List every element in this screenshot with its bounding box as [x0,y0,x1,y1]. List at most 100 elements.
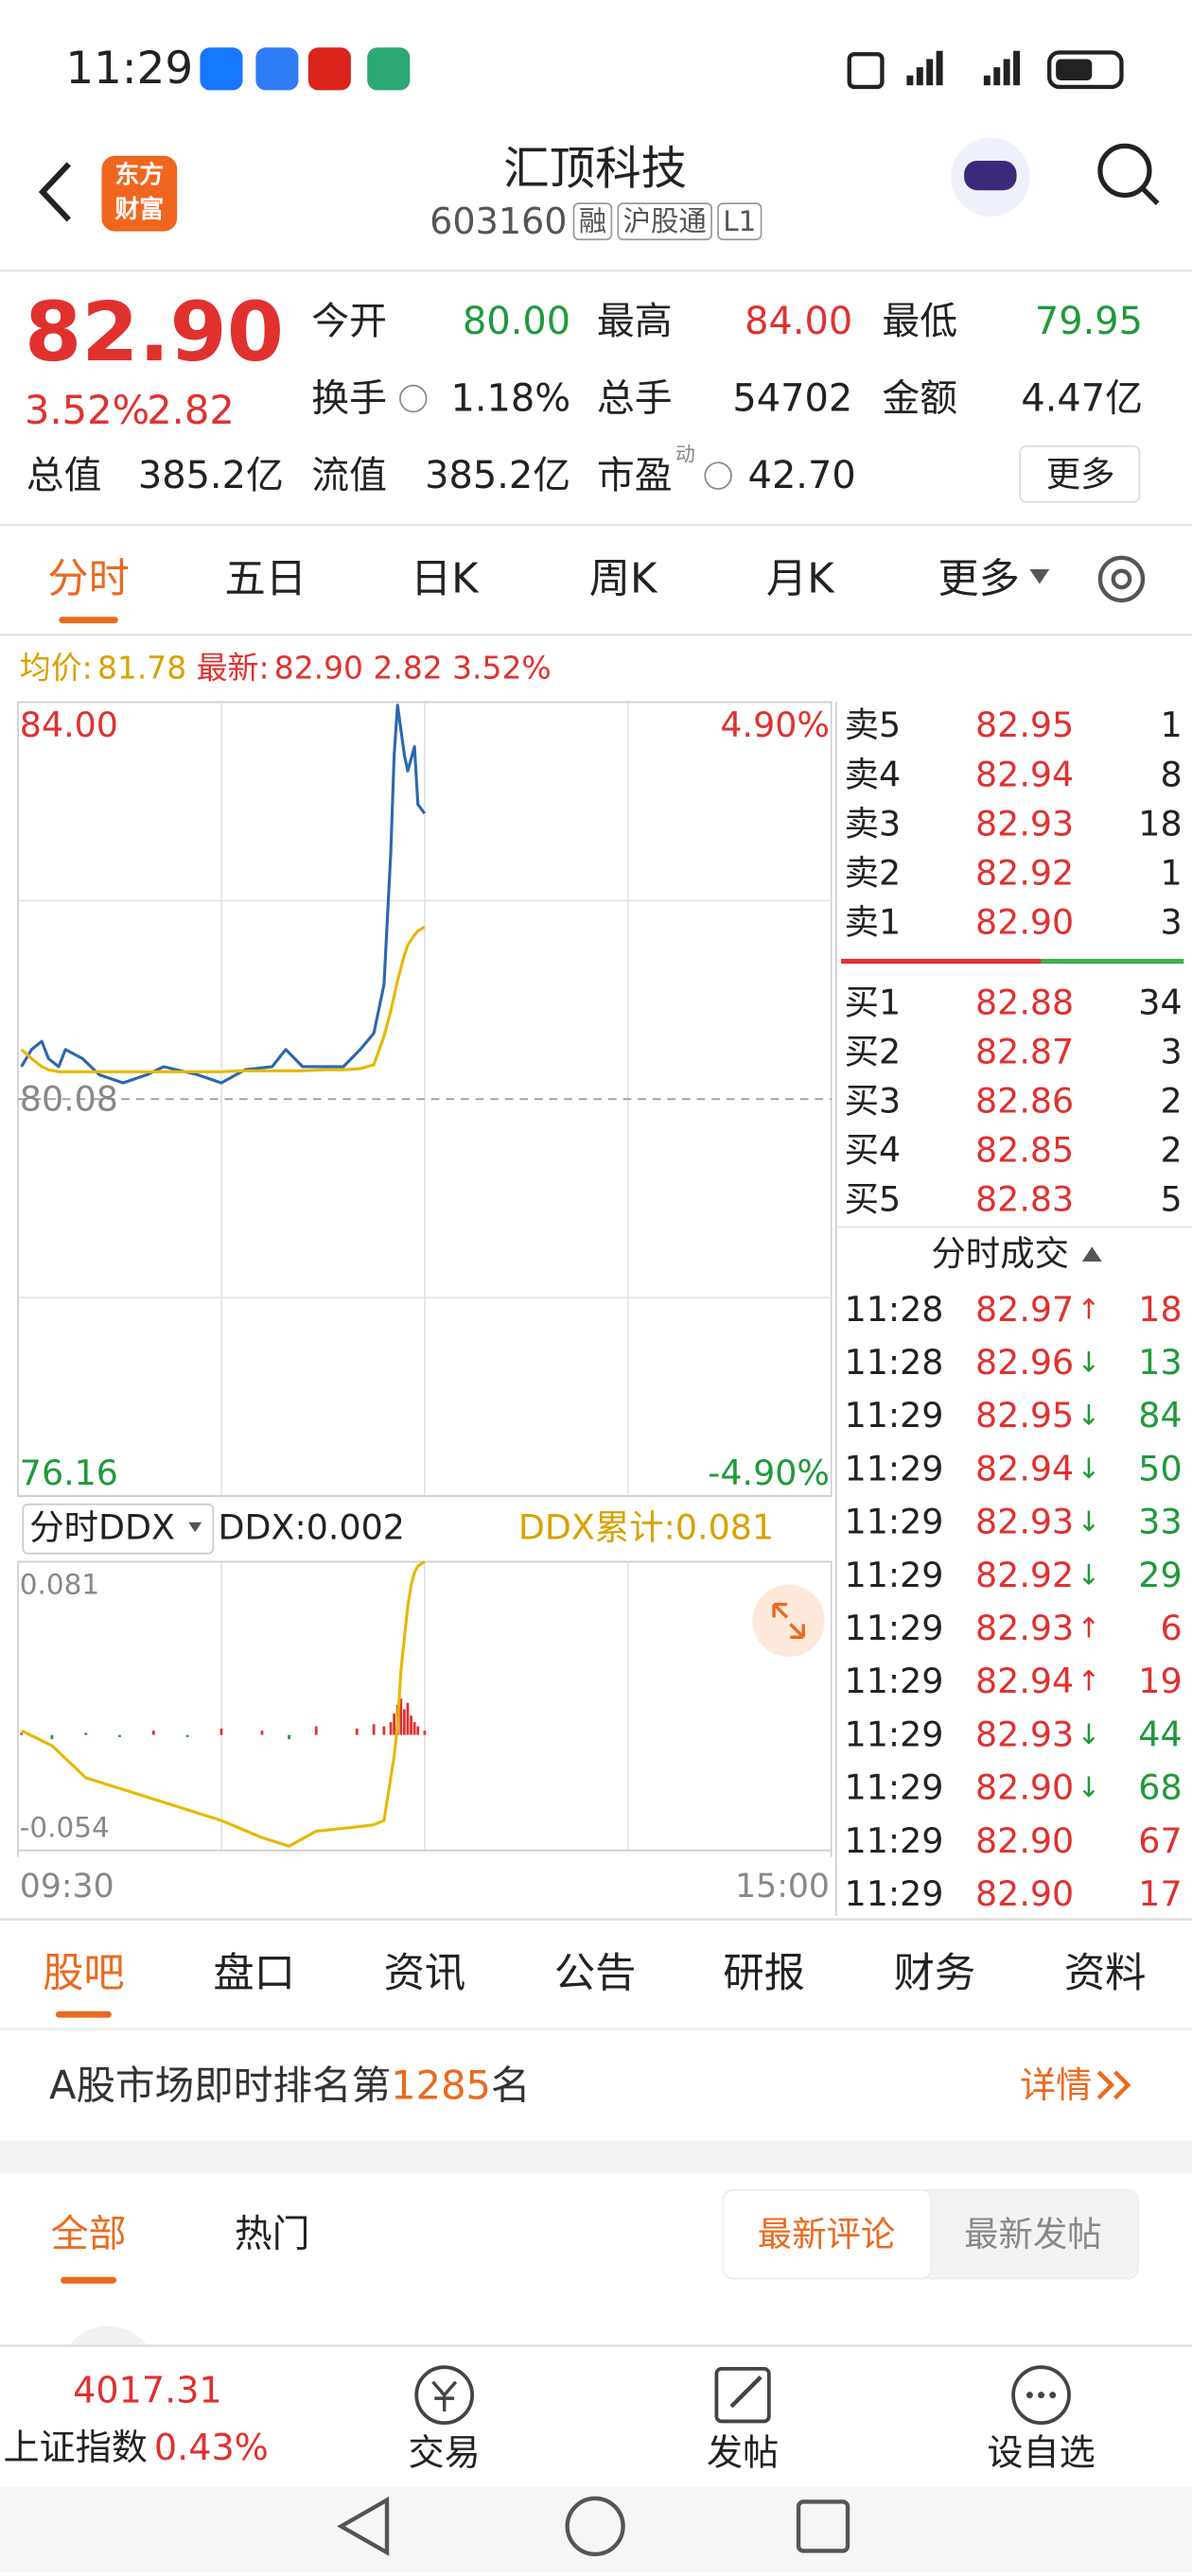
y2-tick-label: 4.90% [720,705,830,745]
y-tick-label: 80.08 [20,1079,118,1120]
tag-box [617,202,712,241]
trade-time: 11:28 [845,1342,944,1383]
trade-price: 82.90 [975,1767,1074,1808]
nav-bar [0,2486,1192,2572]
book-price: 82.83 [975,1179,1074,1220]
signal-bar [983,75,990,86]
y-tick-label: 0.081 [20,1569,99,1601]
quote-value: 1.18% [451,377,571,421]
trade-time: 11:29 [845,1767,944,1808]
ddx-bar [288,1734,290,1740]
ddx-bar [355,1728,359,1735]
quote-label: 总手 [597,377,673,421]
signal-bar [993,67,1001,86]
logo-text: 东方 [114,161,164,190]
section-tab[interactable]: 资料 [1064,1950,1147,1997]
ddx-bar [84,1732,88,1735]
yen-icon [431,2380,458,2411]
bottom-bar [0,2345,1192,2487]
book-label: 卖4 [845,754,902,794]
watch-dot [1049,2392,1057,2399]
trade-price: 82.95 [975,1395,1074,1436]
section-tab[interactable]: 盘口 [213,1950,295,1997]
ddx-bar [151,1731,155,1735]
signal-bar [926,59,934,86]
nfc-icon [847,52,885,90]
nav-home[interactable] [565,2496,625,2557]
trades-title: 分时成交 [931,1233,1069,1274]
bottom-action[interactable]: 发帖 [707,2431,779,2473]
trade-arrow: ↓ [1078,1718,1101,1750]
nav-back[interactable] [337,2496,390,2556]
watch-dot [1025,2392,1033,2399]
book-price: 82.87 [975,1031,1074,1071]
ddx-bar [219,1728,223,1735]
ddx-selector[interactable]: 分时DDX [29,1506,175,1547]
trade-icon [414,2365,475,2426]
expand-button[interactable] [752,1584,825,1658]
more-button[interactable]: 更多 [1046,454,1115,495]
feed-tab[interactable]: 热门 [235,2213,310,2256]
section-tab[interactable]: 研报 [723,1950,805,1997]
section-tab[interactable]: 股吧 [43,1950,125,1997]
quote-value: 79.95 [1035,300,1143,343]
info-icon [704,461,732,490]
chart-tab[interactable]: 更多 [938,555,1020,602]
trade-volume: 44 [1138,1714,1182,1754]
ddx-bar [406,1702,410,1735]
chart-tab[interactable]: 五日 [224,555,307,602]
ddx-bar [423,1731,427,1735]
trade-volume: 67 [1138,1820,1182,1861]
book-price: 82.85 [975,1130,1074,1171]
trade-arrow: ↓ [1078,1771,1101,1803]
ddx-bar [260,1731,264,1735]
battery-level [1056,59,1093,80]
detail-arrows [1096,2070,1131,2100]
more-button-box[interactable] [1019,444,1141,503]
chart-tab[interactable]: 分时 [47,555,130,602]
signal-bar [1013,50,1021,86]
ddx-bar [403,1709,406,1735]
info-change: 2.82 [373,650,442,687]
x-tick-label: 09:30 [20,1868,114,1906]
quote-value: 54702 [732,377,852,421]
nav-recent[interactable] [796,2499,850,2553]
search-icon[interactable] [1097,143,1152,199]
chart-tab[interactable]: 日K [411,555,480,602]
sort-option[interactable]: 最新评论 [758,2214,896,2254]
ranking-detail[interactable]: 详情 [1020,2064,1092,2106]
section-tab[interactable]: 公告 [554,1950,637,1997]
stock-tag: 沪股通 [623,205,707,237]
trade-time: 11:29 [845,1502,944,1542]
ddx-selector-box[interactable] [22,1503,215,1555]
signal-bar [916,67,923,86]
y2-tick-label: -4.90% [708,1453,830,1493]
feed-tab[interactable]: 全部 [51,2213,127,2256]
quote-label: 总值 [26,454,102,497]
book-volume: 1 [1160,852,1182,893]
section-tab[interactable]: 资讯 [384,1950,466,1997]
chart-tab[interactable]: 周K [589,555,658,602]
back-button[interactable] [38,162,72,222]
sort-option[interactable]: 最新发帖 [964,2214,1102,2254]
section-tab[interactable]: 财务 [894,1950,976,1997]
trade-time: 11:29 [845,1714,944,1754]
trade-time: 11:29 [845,1448,944,1488]
book-price: 82.94 [975,754,1074,794]
bottom-action[interactable]: 设自选 [987,2431,1095,2473]
book-price: 82.86 [975,1080,1074,1121]
ranking-suffix: 名 [491,2062,531,2108]
book-price: 82.92 [975,852,1074,893]
settings-icon[interactable] [1097,555,1146,603]
ddx-bar [412,1722,416,1735]
trade-volume: 18 [1138,1289,1182,1330]
quote-label: 流值 [311,454,387,497]
bottom-action[interactable]: 交易 [409,2431,481,2473]
chart-tab[interactable]: 月K [766,555,835,602]
book-volume: 3 [1160,901,1182,942]
ddx-bar [372,1724,376,1735]
ddx-bar [118,1734,121,1737]
status-icon [200,47,243,91]
